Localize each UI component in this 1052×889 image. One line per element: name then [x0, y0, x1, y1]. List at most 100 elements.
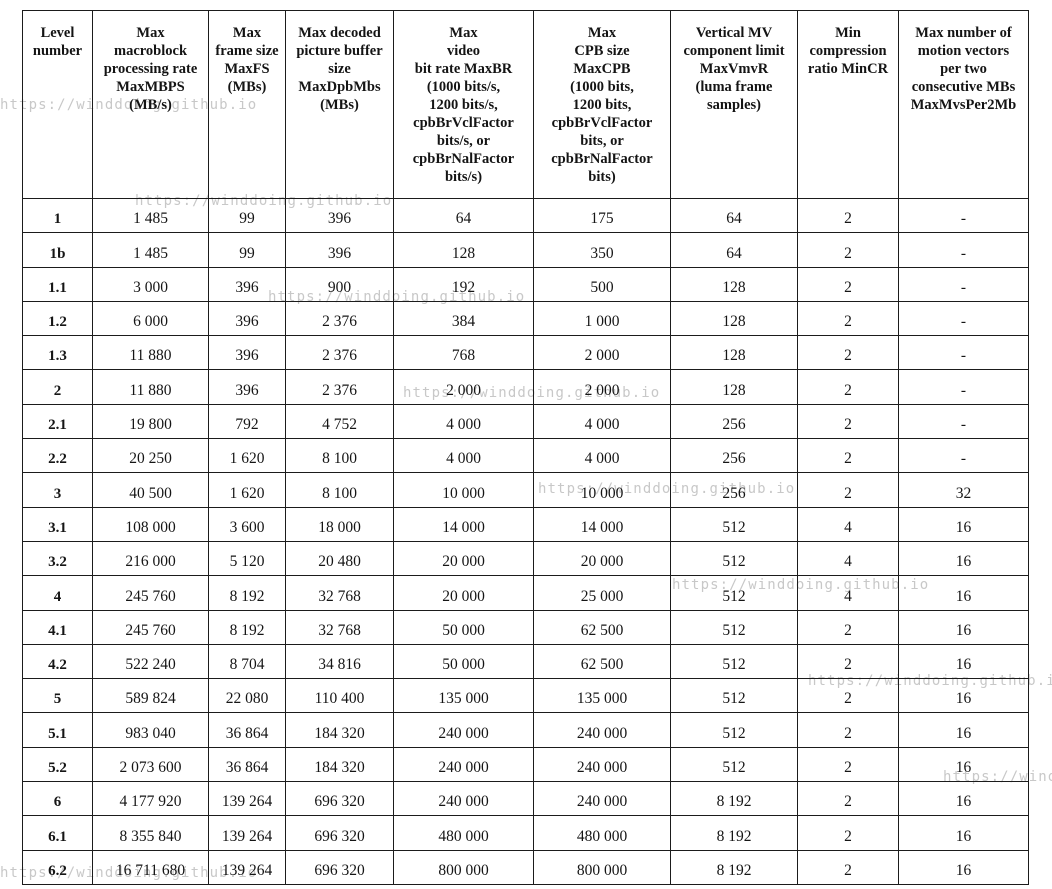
- cell-level: 6: [22, 781, 93, 817]
- cell-max_cpb: 240 000: [533, 781, 671, 817]
- cell-max_vmvr: 64: [670, 232, 798, 268]
- cell-max_cpb: 62 500: [533, 643, 671, 680]
- cell-max_mvs: -: [898, 232, 1029, 268]
- cell-max_cpb: 240 000: [533, 746, 671, 783]
- cell-max_br: 2 000: [393, 369, 534, 405]
- cell-min_cr: 4: [797, 575, 899, 611]
- cell-max_br: 240 000: [393, 781, 534, 817]
- cell-max_mvs: -: [898, 438, 1029, 474]
- cell-max_dpb: 2 376: [285, 300, 394, 337]
- cell-max_fs: 36 864: [208, 746, 286, 783]
- cell-max_br: 480 000: [393, 815, 534, 851]
- cell-max_vmvr: 512: [670, 575, 798, 611]
- cell-max_vmvr: 256: [670, 438, 798, 474]
- cell-max_fs: 3 600: [208, 506, 286, 542]
- cell-max_vmvr: 256: [670, 472, 798, 508]
- cell-max_fs: 396: [208, 300, 286, 337]
- cell-max_cpb: 240 000: [533, 712, 671, 748]
- cell-max_br: 384: [393, 300, 534, 337]
- cell-min_cr: 4: [797, 540, 899, 577]
- cell-max_fs: 396: [208, 335, 286, 371]
- cell-max_fs: 396: [208, 266, 286, 302]
- cell-max_br: 50 000: [393, 643, 534, 680]
- cell-max_mvs: 16: [898, 506, 1029, 542]
- column-header-max_cpb: Max CPB size MaxCPB (1000 bits, 1200 bit…: [533, 10, 671, 199]
- cell-min_cr: 2: [797, 849, 899, 885]
- cell-level: 3: [22, 472, 93, 508]
- cell-max_mbps: 6 000: [92, 300, 209, 337]
- table-row: 4.2 522 240 8 704 34 816 50 000 62 500 512 2 16: [22, 643, 1029, 680]
- cell-max_vmvr: 128: [670, 369, 798, 405]
- cell-max_dpb: 184 320: [285, 712, 394, 748]
- cell-max_br: 10 000: [393, 472, 534, 508]
- cell-max_fs: 8 192: [208, 609, 286, 645]
- table-row: 4.1 245 760 8 192 32 768 50 000 62 500 512 2 16: [22, 609, 1029, 645]
- cell-max_dpb: 20 480: [285, 540, 394, 577]
- cell-max_dpb: 184 320: [285, 746, 394, 783]
- table-header-row: Level number Max macroblock processing ra…: [22, 10, 1029, 199]
- cell-max_mvs: 16: [898, 678, 1029, 714]
- cell-level: 1.3: [22, 335, 93, 371]
- cell-max_vmvr: 512: [670, 609, 798, 645]
- cell-level: 1.1: [22, 266, 93, 302]
- cell-max_cpb: 135 000: [533, 678, 671, 714]
- cell-min_cr: 2: [797, 232, 899, 268]
- cell-max_dpb: 396: [285, 232, 394, 268]
- cell-max_dpb: 8 100: [285, 438, 394, 474]
- cell-min_cr: 2: [797, 335, 899, 371]
- cell-max_br: 192: [393, 266, 534, 302]
- cell-max_vmvr: 64: [670, 197, 798, 234]
- cell-min_cr: 2: [797, 815, 899, 851]
- cell-max_fs: 792: [208, 403, 286, 440]
- cell-max_vmvr: 512: [670, 678, 798, 714]
- cell-max_fs: 1 620: [208, 472, 286, 508]
- level-limits-table: Level number Max macroblock processing ra…: [22, 10, 1029, 885]
- table-row: 6.2 16 711 680 139 264 696 320 800 000 800 00…: [22, 849, 1029, 885]
- cell-max_dpb: 396: [285, 197, 394, 234]
- cell-max_mbps: 589 824: [92, 678, 209, 714]
- cell-min_cr: 4: [797, 506, 899, 542]
- cell-max_dpb: 2 376: [285, 335, 394, 371]
- cell-max_fs: 36 864: [208, 712, 286, 748]
- table-row: 5 589 824 22 080 110 400 135 000 135 000 512 2 1…: [22, 678, 1029, 714]
- cell-min_cr: 2: [797, 712, 899, 748]
- cell-max_vmvr: 128: [670, 300, 798, 337]
- cell-max_fs: 8 192: [208, 575, 286, 611]
- cell-max_vmvr: 512: [670, 506, 798, 542]
- cell-max_mvs: 16: [898, 575, 1029, 611]
- cell-max_cpb: 4 000: [533, 438, 671, 474]
- cell-level: 1.2: [22, 300, 93, 337]
- cell-min_cr: 2: [797, 643, 899, 680]
- cell-max_mvs: 32: [898, 472, 1029, 508]
- cell-level: 5: [22, 678, 93, 714]
- table-row: 1b 1 485 99 396 128 350 64 2-: [22, 232, 1029, 268]
- cell-max_mbps: 983 040: [92, 712, 209, 748]
- cell-max_mvs: 16: [898, 815, 1029, 851]
- cell-max_vmvr: 512: [670, 712, 798, 748]
- cell-max_br: 20 000: [393, 575, 534, 611]
- cell-level: 4: [22, 575, 93, 611]
- cell-level: 1: [22, 197, 93, 234]
- cell-max_vmvr: 8 192: [670, 849, 798, 885]
- cell-max_mbps: 11 880: [92, 335, 209, 371]
- cell-max_fs: 139 264: [208, 849, 286, 885]
- cell-max_fs: 139 264: [208, 781, 286, 817]
- cell-max_mbps: 8 355 840: [92, 815, 209, 851]
- table-row: 2.2 20 250 1 620 8 100 4 000 4 000 256 2-: [22, 438, 1029, 474]
- cell-max_fs: 22 080: [208, 678, 286, 714]
- cell-max_dpb: 18 000: [285, 506, 394, 542]
- cell-max_mbps: 2 073 600: [92, 746, 209, 783]
- table-row: 3.2 216 000 5 120 20 480 20 000 20 000 512 4 16: [22, 540, 1029, 577]
- cell-max_br: 800 000: [393, 849, 534, 885]
- cell-max_vmvr: 8 192: [670, 781, 798, 817]
- table-row: 1.1 3 000 396 900 192 500 128 2-: [22, 266, 1029, 302]
- cell-max_dpb: 32 768: [285, 575, 394, 611]
- cell-max_vmvr: 512: [670, 746, 798, 783]
- cell-max_fs: 99: [208, 232, 286, 268]
- cell-max_vmvr: 8 192: [670, 815, 798, 851]
- cell-level: 4.1: [22, 609, 93, 645]
- cell-max_dpb: 696 320: [285, 815, 394, 851]
- cell-max_mvs: -: [898, 335, 1029, 371]
- cell-max_mvs: -: [898, 300, 1029, 337]
